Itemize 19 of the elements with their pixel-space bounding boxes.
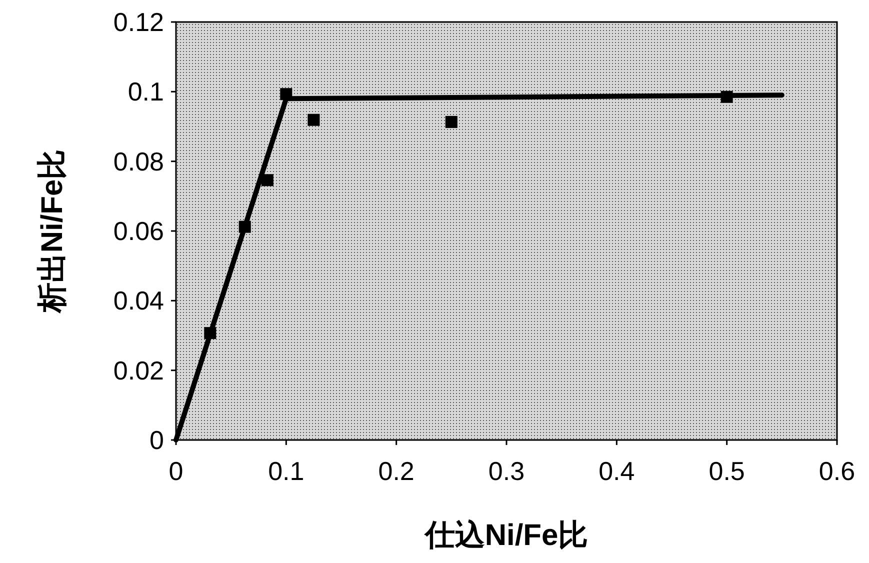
- y-tick-label: 0.08: [113, 146, 164, 176]
- x-tick-label: 0: [168, 456, 184, 486]
- x-tick-label: 0.4: [598, 456, 635, 486]
- point: [445, 116, 458, 128]
- point: [308, 114, 320, 126]
- y-tick-label: 0.02: [113, 355, 164, 386]
- y-tick-label: 0: [150, 425, 164, 455]
- y-tick-label: 0.04: [113, 286, 164, 316]
- y-tick-label: 0.1: [128, 76, 164, 107]
- x-tick-label: 0.6: [818, 456, 856, 486]
- x-tick-label: 0.2: [378, 456, 414, 486]
- y-tick-label: 0.06: [113, 216, 164, 246]
- x-tick-label: 0.3: [488, 456, 525, 486]
- point: [261, 174, 274, 186]
- x-tick-label: 0.5: [708, 456, 745, 486]
- x-axis-title: 仕込Ni/Fe比: [422, 519, 588, 552]
- y-tick-label: 0.12: [113, 7, 164, 37]
- y-axis-title: 析出Ni/Fe比: [36, 149, 69, 315]
- x-tick-label: 0.1: [268, 456, 304, 486]
